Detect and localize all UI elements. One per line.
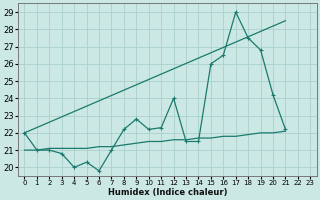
X-axis label: Humidex (Indice chaleur): Humidex (Indice chaleur)	[108, 188, 227, 197]
